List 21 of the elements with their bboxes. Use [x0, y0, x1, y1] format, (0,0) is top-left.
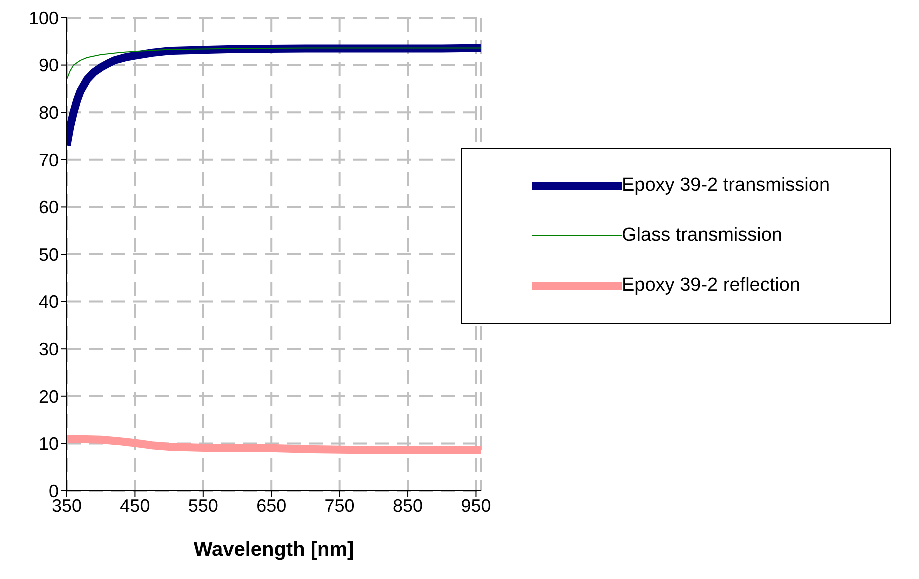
- y-tick-label: 40: [38, 292, 59, 312]
- y-tick-label: 20: [38, 386, 59, 407]
- legend-label: Epoxy 39-2 transmission: [622, 175, 830, 197]
- y-tick-label: 10: [38, 434, 59, 454]
- x-tick-label: 550: [188, 496, 218, 516]
- x-tick-label: 750: [324, 496, 355, 516]
- line-series: [67, 48, 481, 80]
- y-tick-label: 90: [38, 56, 59, 76]
- x-tick-label: 950: [461, 496, 492, 516]
- legend-label: Glass transmission: [622, 225, 782, 247]
- y-tick-label: 80: [38, 102, 59, 123]
- y-tick-label: 60: [38, 198, 59, 218]
- y-tick-label: 30: [38, 339, 59, 360]
- x-tick-label: 450: [120, 496, 150, 516]
- legend-label: Epoxy 39-2 reflection: [622, 275, 800, 297]
- y-tick-label: 70: [38, 150, 59, 170]
- y-tick-label: 100: [28, 8, 59, 28]
- x-tick-label: 850: [393, 496, 424, 516]
- x-axis-title: Wavelength [nm]: [194, 539, 354, 561]
- x-tick-label: 650: [256, 496, 287, 516]
- y-tick-label: 50: [38, 244, 59, 265]
